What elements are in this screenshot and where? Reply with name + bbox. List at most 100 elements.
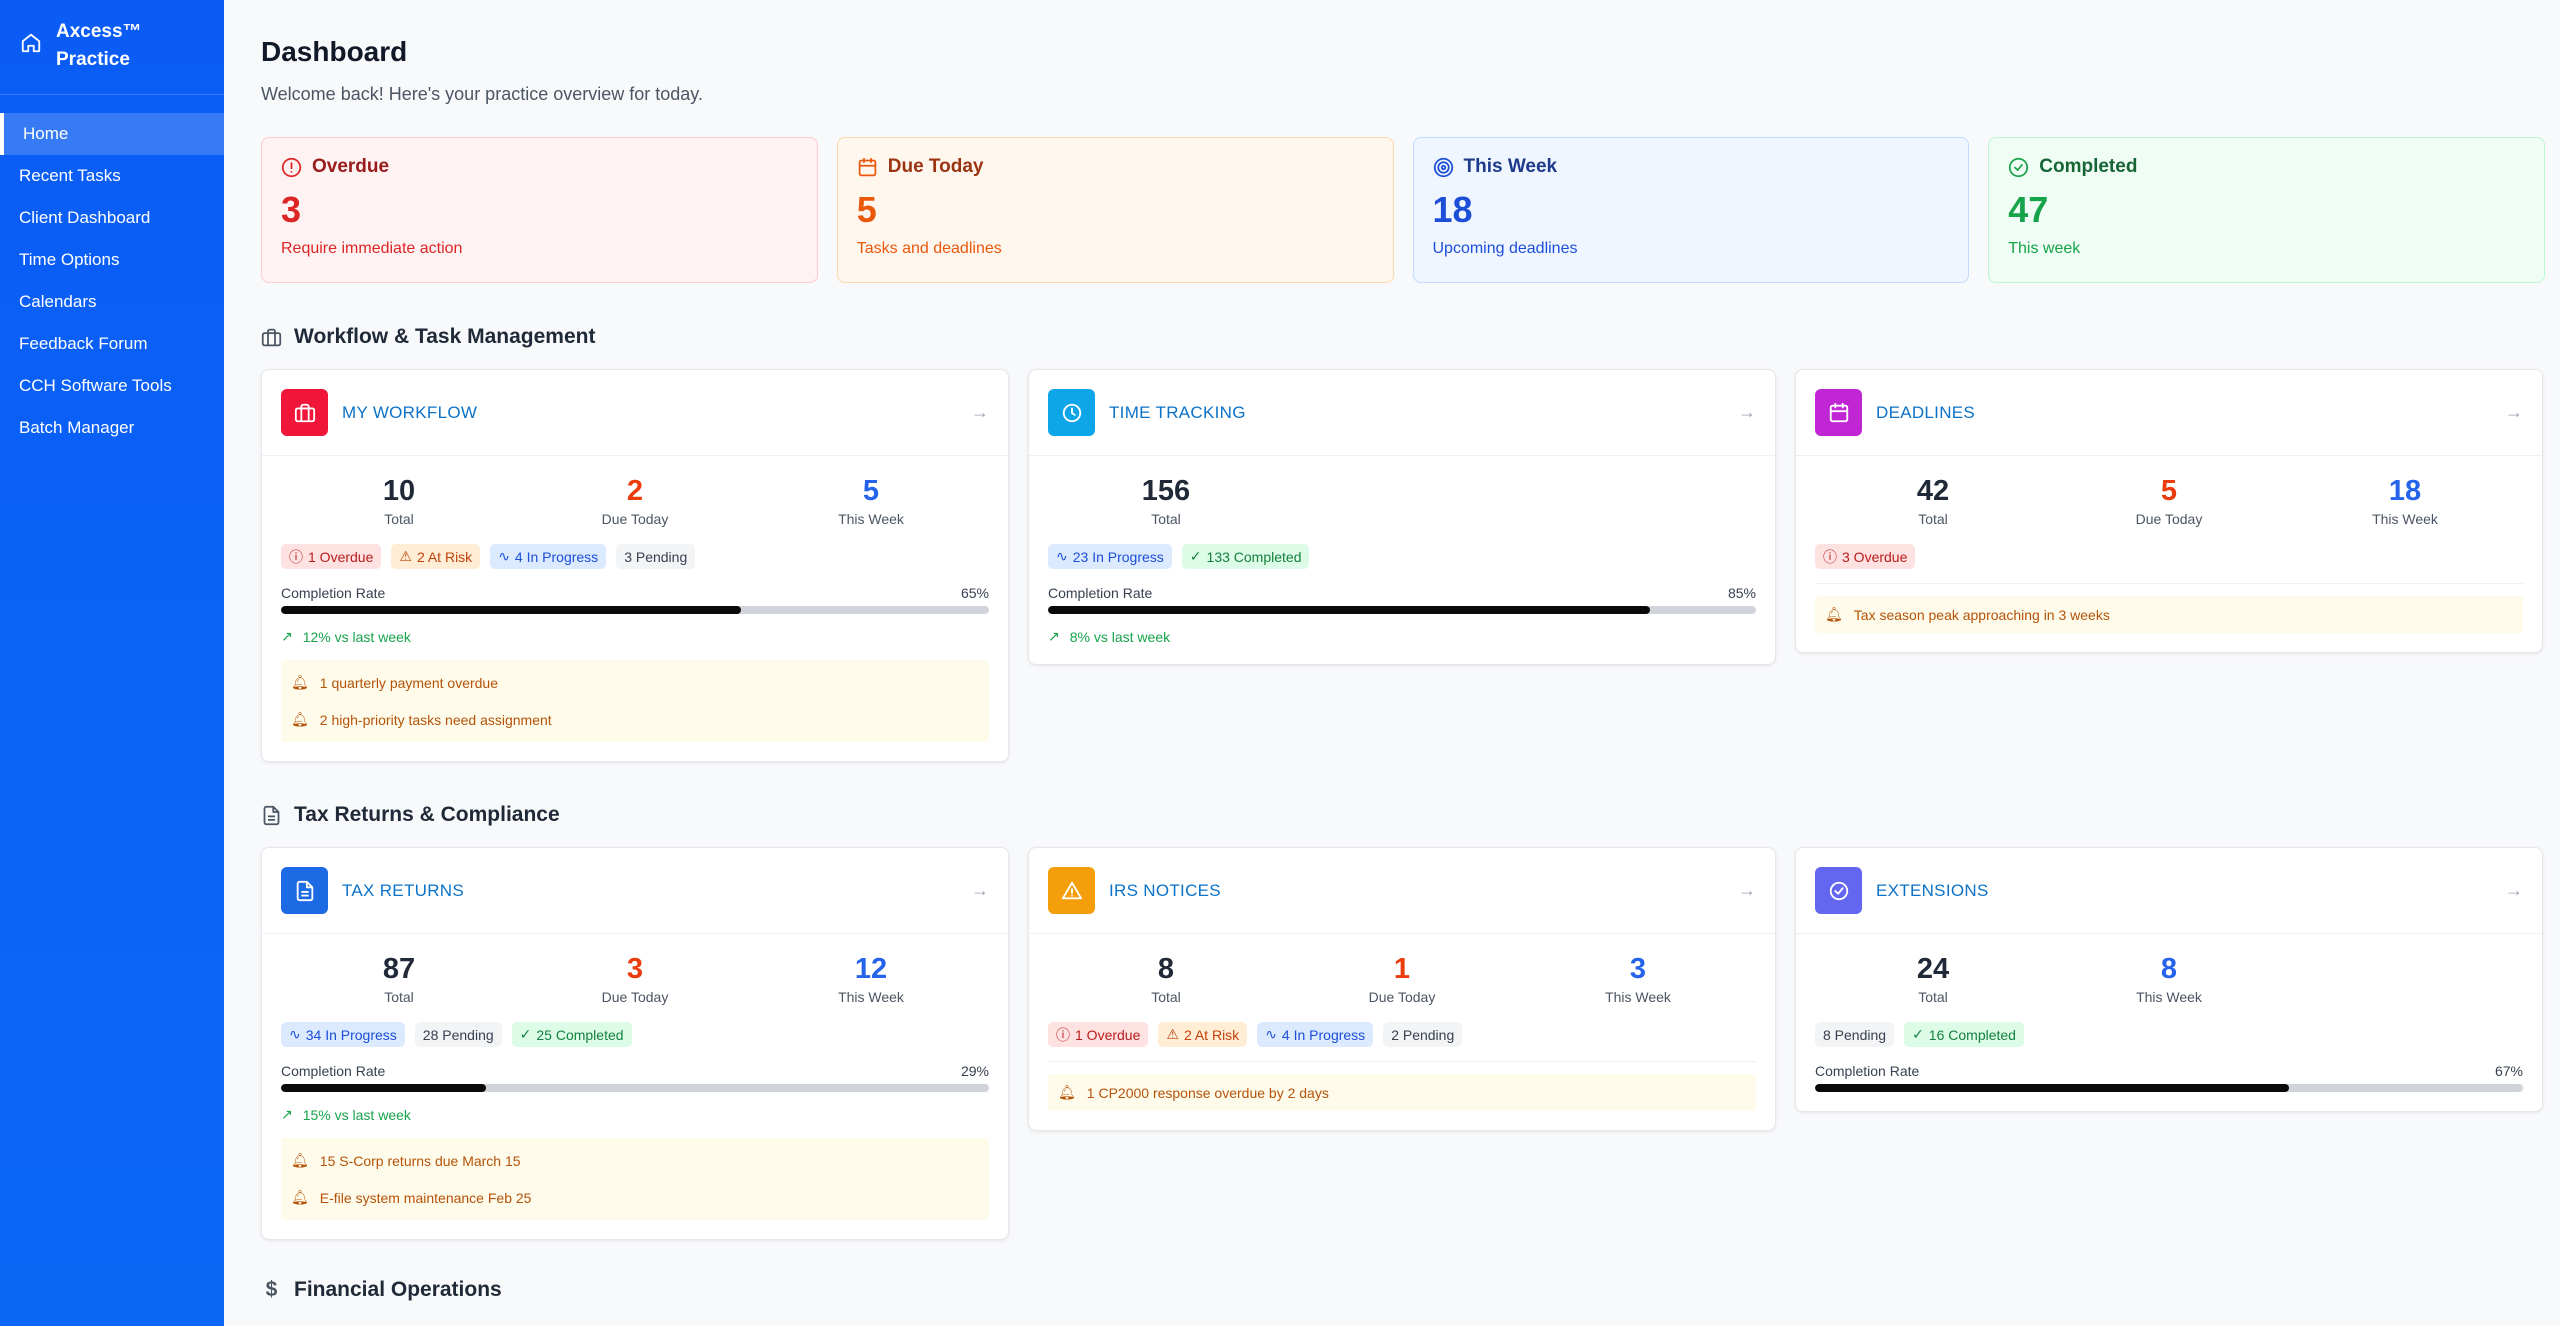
card-title: EXTENSIONS bbox=[1876, 880, 1989, 900]
rate-value: 67% bbox=[2494, 1063, 2523, 1079]
badge-overdue[interactable]: ⓘ 1 Overdue bbox=[1048, 1022, 1149, 1047]
card-title: DEADLINES bbox=[1876, 402, 1976, 422]
stat-desc: Tasks and deadlines bbox=[856, 240, 1002, 257]
alert-item[interactable]: 🔔︎ E-file system maintenance Feb 25 bbox=[291, 1189, 532, 1206]
sidebar-item-cch-software-tools[interactable]: CCH Software Tools bbox=[0, 365, 224, 407]
sidebar-item-label: CCH Software Tools bbox=[19, 376, 172, 395]
badge-pending[interactable]: 28 Pending bbox=[414, 1022, 502, 1047]
metric-due-today: 5 Due Today bbox=[2135, 475, 2203, 527]
check-circle-icon: ✓ bbox=[1189, 548, 1202, 564]
target-icon bbox=[1433, 157, 1453, 177]
alert-item[interactable]: 🔔︎ 2 high-priority tasks need assignment bbox=[291, 711, 552, 728]
metric-total: 8 Total bbox=[1151, 953, 1181, 1005]
badge-at-risk[interactable]: ⚠ 2 At Risk bbox=[391, 544, 481, 569]
stat-label: This Week bbox=[1463, 156, 1558, 177]
stat-card-completed[interactable]: Completed 47 This week bbox=[1988, 137, 2545, 283]
badge-completed[interactable]: ✓ 133 Completed bbox=[1181, 544, 1310, 569]
metric-due-today: 3 Due Today bbox=[601, 953, 669, 1005]
arrow-right-icon[interactable]: → bbox=[971, 880, 989, 900]
activity-icon: ∿ bbox=[498, 548, 510, 564]
bell-icon: 🔔︎ bbox=[291, 711, 309, 727]
briefcase-icon bbox=[261, 328, 282, 346]
alerts-box: 🔔︎ Tax season peak approaching in 3 weeks bbox=[1815, 596, 2523, 633]
sidebar-item-recent-tasks[interactable]: Recent Tasks bbox=[0, 155, 224, 197]
card-title: MY WORKFLOW bbox=[342, 402, 478, 422]
trend-indicator: ↗ 12% vs last week bbox=[281, 628, 411, 645]
sidebar-item-client-dashboard[interactable]: Client Dashboard bbox=[0, 197, 224, 239]
stat-label: Overdue bbox=[312, 156, 390, 177]
card-my-workflow: MY WORKFLOW → 10 Total 2 Due Today 5 This W… bbox=[261, 369, 1009, 762]
stat-card-overdue[interactable]: Overdue 3 Require immediate action bbox=[261, 137, 818, 283]
badge-completed[interactable]: ✓ 16 Completed bbox=[1904, 1022, 2024, 1047]
badge-completed[interactable]: ✓ 25 Completed bbox=[511, 1022, 632, 1047]
stat-value: 3 bbox=[281, 189, 302, 230]
sidebar-item-home[interactable]: Home bbox=[0, 113, 224, 155]
trend-indicator: ↗ 15% vs last week bbox=[281, 1106, 411, 1123]
arrow-right-icon[interactable]: → bbox=[2505, 402, 2523, 422]
card-tax-returns: TAX RETURNS → 87 Total 3 Due Today 12 This … bbox=[261, 847, 1009, 1240]
alert-circle-icon: ⓘ bbox=[1056, 1026, 1070, 1043]
bell-icon: 🔔︎ bbox=[291, 674, 309, 690]
badge-pending[interactable]: 2 Pending bbox=[1383, 1022, 1463, 1047]
stat-desc: This week bbox=[2008, 240, 2081, 257]
badge-at-risk[interactable]: ⚠ 2 At Risk bbox=[1158, 1022, 1248, 1047]
badge-overdue[interactable]: ⓘ 3 Overdue bbox=[1815, 544, 1916, 569]
warning-icon bbox=[1048, 867, 1095, 914]
calendar-icon bbox=[858, 157, 876, 176]
alert-item[interactable]: 🔔︎ Tax season peak approaching in 3 weeks bbox=[1825, 606, 2110, 623]
metric-total: 10 Total bbox=[382, 475, 416, 527]
metric-total: 24 Total bbox=[1916, 953, 1950, 1005]
card-header[interactable]: MY WORKFLOW → bbox=[262, 370, 1008, 456]
sidebar-item-label: Calendars bbox=[19, 292, 97, 311]
card-header[interactable]: TAX RETURNS → bbox=[262, 848, 1008, 934]
metric-this-week: 5 This Week bbox=[838, 475, 904, 527]
rate-value: 65% bbox=[960, 585, 989, 601]
bell-icon: 🔔︎ bbox=[1825, 606, 1843, 622]
brand-name-line1: Axcess™ bbox=[56, 21, 142, 42]
metric-total: 87 Total bbox=[382, 953, 416, 1005]
stat-card-due-today[interactable]: Due Today 5 Tasks and deadlines bbox=[836, 137, 1394, 283]
warning-icon: ⚠ bbox=[399, 548, 412, 564]
sidebar-item-feedback-forum[interactable]: Feedback Forum bbox=[0, 323, 224, 365]
arrow-right-icon[interactable]: → bbox=[1738, 402, 1756, 422]
card-irs-notices: IRS NOTICES → 8 Total 1 Due Today 3 This We… bbox=[1028, 847, 1776, 1131]
badge-in-progress[interactable]: ∿ 4 In Progress bbox=[1257, 1022, 1374, 1047]
badge-in-progress[interactable]: ∿ 34 In Progress bbox=[281, 1022, 405, 1047]
sidebar-item-batch-manager[interactable]: Batch Manager bbox=[0, 407, 224, 449]
sidebar-item-time-options[interactable]: Time Options bbox=[0, 239, 224, 281]
rate-label: Completion Rate bbox=[1048, 585, 1153, 601]
stat-desc: Upcoming deadlines bbox=[1432, 240, 1578, 257]
alert-item[interactable]: 🔔︎ 1 CP2000 response overdue by 2 days bbox=[1058, 1084, 1329, 1101]
card-header[interactable]: DEADLINES → bbox=[1796, 370, 2542, 456]
brand-name-line2: Practice bbox=[56, 49, 130, 70]
alert-item[interactable]: 🔔︎ 15 S-Corp returns due March 15 bbox=[291, 1152, 521, 1169]
badge-in-progress[interactable]: ∿ 23 In Progress bbox=[1048, 544, 1172, 569]
badge-overdue[interactable]: ⓘ 1 Overdue bbox=[281, 544, 382, 569]
badge-pending[interactable]: 3 Pending bbox=[616, 544, 696, 569]
stat-card-this-week[interactable]: This Week 18 Upcoming deadlines bbox=[1412, 137, 1970, 283]
document-icon bbox=[263, 805, 280, 825]
page-title: Dashboard bbox=[261, 36, 408, 67]
bell-icon: 🔔︎ bbox=[1058, 1084, 1076, 1100]
document-icon bbox=[281, 867, 328, 914]
badge-pending[interactable]: 8 Pending bbox=[1815, 1022, 1895, 1047]
card-header[interactable]: EXTENSIONS → bbox=[1796, 848, 2542, 934]
card-title: TIME TRACKING bbox=[1109, 402, 1246, 422]
arrow-right-icon[interactable]: → bbox=[2505, 880, 2523, 900]
sidebar-item-label: Client Dashboard bbox=[19, 208, 151, 227]
arrow-right-icon[interactable]: → bbox=[971, 402, 989, 422]
bell-icon: 🔔︎ bbox=[291, 1189, 309, 1205]
trend-indicator: ↗ 8% vs last week bbox=[1048, 628, 1171, 645]
brand[interactable]: Axcess™ Practice bbox=[0, 0, 224, 95]
alert-item[interactable]: 🔔︎ 1 quarterly payment overdue bbox=[291, 674, 498, 691]
arrow-right-icon[interactable]: → bbox=[1738, 880, 1756, 900]
sidebar-item-calendars[interactable]: Calendars bbox=[0, 281, 224, 323]
calendar-icon bbox=[1815, 389, 1862, 436]
card-header[interactable]: IRS NOTICES → bbox=[1029, 848, 1775, 934]
trending-up-icon: ↗ bbox=[1048, 628, 1060, 644]
briefcase-icon bbox=[281, 389, 328, 436]
card-header[interactable]: TIME TRACKING → bbox=[1029, 370, 1775, 456]
completion-progress-bar bbox=[1815, 1084, 2523, 1092]
sidebar-item-label: Feedback Forum bbox=[19, 334, 148, 353]
badge-in-progress[interactable]: ∿ 4 In Progress bbox=[490, 544, 607, 569]
